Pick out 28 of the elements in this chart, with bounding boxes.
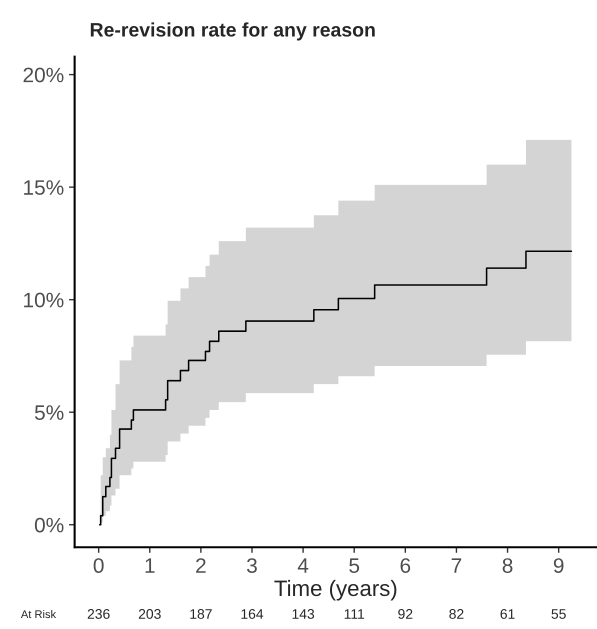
text: 61 bbox=[500, 609, 515, 619]
x-tick-label: 2 bbox=[196, 558, 206, 573]
text: 92 bbox=[398, 609, 412, 619]
x-tick-label: 6 bbox=[400, 558, 410, 573]
x-tick-label: 4 bbox=[298, 558, 308, 573]
y-tick-label: 10% bbox=[24, 292, 64, 308]
x-tick-label: 8 bbox=[502, 558, 512, 573]
text: 55 bbox=[551, 609, 566, 619]
text: 164 bbox=[241, 609, 264, 619]
x-tick-label: 3 bbox=[246, 558, 257, 573]
y-tick-label: 5% bbox=[34, 405, 64, 420]
x-tick-label: 1 bbox=[146, 558, 155, 573]
chart-title: Re-revision rate for any reason bbox=[90, 22, 375, 41]
y-tick-label: 15% bbox=[24, 180, 64, 195]
x-tick-label: 7 bbox=[452, 558, 462, 573]
text: 187 bbox=[190, 609, 212, 619]
text: At Risk bbox=[20, 610, 56, 618]
text: 82 bbox=[449, 609, 464, 619]
text: 143 bbox=[292, 609, 314, 619]
text: 203 bbox=[138, 609, 161, 619]
x-tick-label: 5 bbox=[349, 558, 360, 573]
text: 236 bbox=[88, 609, 110, 619]
y-tick-label: 20% bbox=[24, 68, 64, 82]
text: 111 bbox=[344, 609, 364, 619]
y-tick-label: 0% bbox=[34, 518, 64, 532]
x-tick-label: 9 bbox=[554, 558, 564, 573]
x-tick-label: 0 bbox=[94, 558, 104, 573]
x-axis-title: Time (years) bbox=[274, 580, 396, 601]
